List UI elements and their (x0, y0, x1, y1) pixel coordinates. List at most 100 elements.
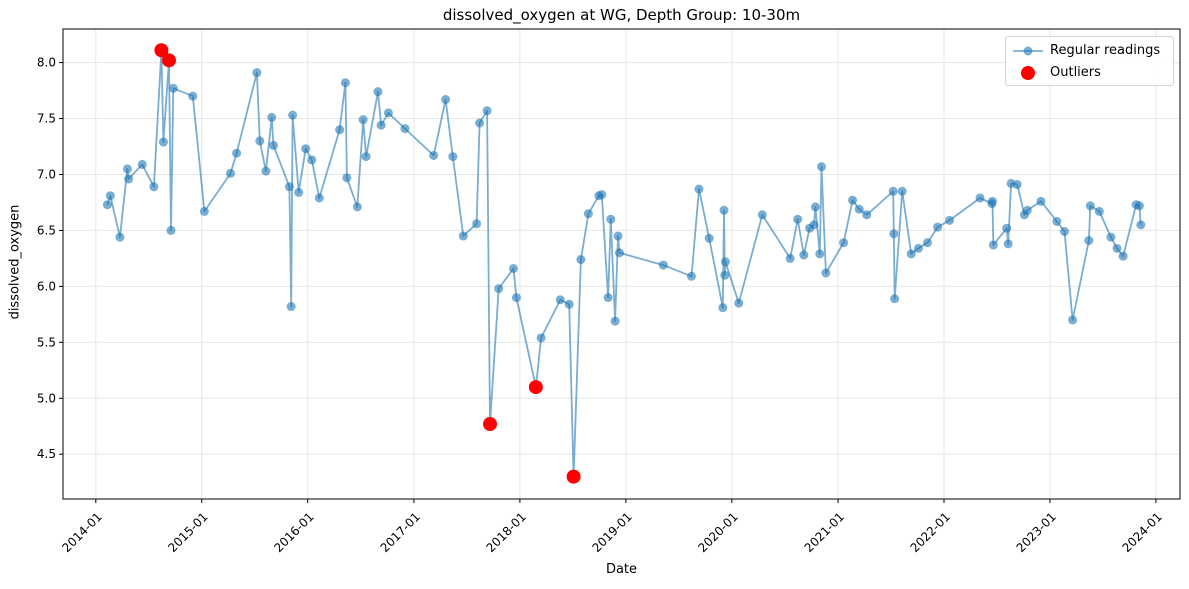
grid-lines (63, 29, 1180, 499)
y-tick-label: 5.5 (37, 335, 56, 349)
regular-reading-point (267, 112, 277, 122)
regular-reading-point (810, 202, 820, 212)
regular-reading-point (158, 137, 168, 147)
x-tick-label: 2024-01 (1120, 510, 1165, 555)
regular-reading-point (694, 184, 704, 194)
x-tick-label: 2021-01 (802, 510, 847, 555)
regular-readings-line (106, 49, 1142, 478)
regular-reading-point (261, 166, 271, 176)
regular-reading-point (975, 193, 985, 203)
regular-reading-point (889, 229, 899, 239)
regular-reading-point (933, 222, 943, 232)
regular-reading-point (340, 78, 350, 88)
regular-reading-point (301, 144, 311, 154)
regular-reading-point (383, 108, 393, 118)
regular-reading-point (168, 83, 178, 93)
regular-reading-point (1068, 315, 1078, 325)
regular-reading-point (720, 270, 730, 280)
regular-reading-point (862, 210, 872, 220)
y-axis-label: dissolved_oxygen (7, 204, 23, 320)
regular-reading-point (441, 95, 451, 104)
regular-reading-point (122, 164, 132, 174)
regular-reading-point (1118, 251, 1128, 261)
outlier-point (566, 469, 581, 484)
x-tick-label: 2022-01 (908, 510, 953, 555)
regular-reading-point (105, 191, 115, 201)
x-tick-label: 2014-01 (59, 510, 104, 555)
regular-reading-point (854, 204, 864, 214)
y-tick-label: 7.0 (37, 167, 56, 181)
legend-item-regular: Regular readings (1006, 41, 1173, 61)
regular-reading-point (252, 68, 262, 78)
regular-reading-point (1052, 216, 1062, 226)
regular-reading-point (1106, 232, 1116, 242)
regular-reading-point (613, 231, 623, 241)
regular-reading-point (255, 136, 265, 146)
x-tick-label: 2015-01 (165, 510, 210, 555)
x-tick-label: 2017-01 (378, 510, 423, 555)
regular-reading-point (358, 115, 368, 125)
regular-reading-point (475, 118, 485, 128)
regular-reading-point (793, 214, 803, 224)
regular-reading-point (536, 333, 546, 343)
axis-ticks: 2014-01 2015-01 2016-01 2017-01 2018-01 2019-… (37, 56, 1165, 555)
regular-reading-point (102, 200, 112, 210)
plot-area-frame (62, 28, 1181, 500)
regular-reading-point (839, 238, 849, 248)
regular-reading-point (987, 196, 997, 206)
regular-reading-point (166, 225, 176, 235)
regular-reading-point (757, 210, 767, 220)
regular-reading-point (913, 243, 923, 253)
regular-reading-point (137, 159, 147, 169)
y-tick-label: 7.5 (37, 112, 56, 126)
regular-reading-point (576, 255, 586, 265)
regular-reading-point (494, 284, 504, 294)
regular-reading-point (373, 87, 383, 97)
regular-reading-point (335, 125, 345, 135)
regular-reading-point (597, 190, 607, 200)
x-tick-label: 2020-01 (695, 510, 740, 555)
regular-reading-point (286, 302, 296, 312)
regular-reading-point (472, 219, 482, 229)
regular-reading-point (284, 182, 294, 192)
regular-reading-point (509, 263, 519, 273)
regular-reading-point (1136, 220, 1146, 230)
regular-reading-point (1036, 196, 1046, 206)
regular-reading-point (888, 186, 898, 196)
regular-reading-point (785, 253, 795, 263)
regular-reading-point (815, 249, 825, 259)
regular-reading-point (294, 187, 304, 197)
regular-reading-point (448, 152, 458, 162)
regular-reading-point (352, 202, 362, 212)
regular-reading-point (1002, 223, 1012, 233)
regular-reading-point (583, 209, 593, 219)
regular-reading-point (719, 205, 729, 215)
regular-reading-point (511, 293, 521, 303)
regular-reading-point (288, 110, 298, 120)
regular-reading-point (1112, 243, 1122, 253)
outliers-series (154, 43, 581, 484)
chart-title: dissolved_oxygen at WG, Depth Group: 10-… (442, 6, 801, 24)
legend-item-outliers: Outliers (1006, 63, 1173, 83)
regular-reading-point (848, 195, 858, 205)
legend-label-regular: Regular readings (1050, 43, 1161, 58)
regular-reading-point (458, 231, 468, 241)
regular-reading-point (1134, 201, 1144, 211)
regular-reading-point (314, 193, 324, 203)
regular-reading-point (658, 260, 668, 270)
regular-reading-point (704, 233, 714, 243)
y-tick-label: 6.5 (37, 223, 56, 237)
regular-reading-point (232, 148, 242, 158)
x-tick-label: 2018-01 (483, 510, 528, 555)
regular-reading-point (606, 214, 616, 224)
legend-swatch-outliers (1021, 66, 1035, 80)
outlier-point (528, 380, 543, 395)
outlier-point (483, 417, 498, 432)
regular-reading-point (564, 299, 574, 309)
y-tick-label: 6.0 (37, 279, 56, 293)
regular-reading-point (307, 155, 317, 165)
regular-reading-point (199, 206, 209, 216)
regular-reading-point (429, 150, 439, 160)
legend-label-outliers: Outliers (1050, 65, 1101, 80)
